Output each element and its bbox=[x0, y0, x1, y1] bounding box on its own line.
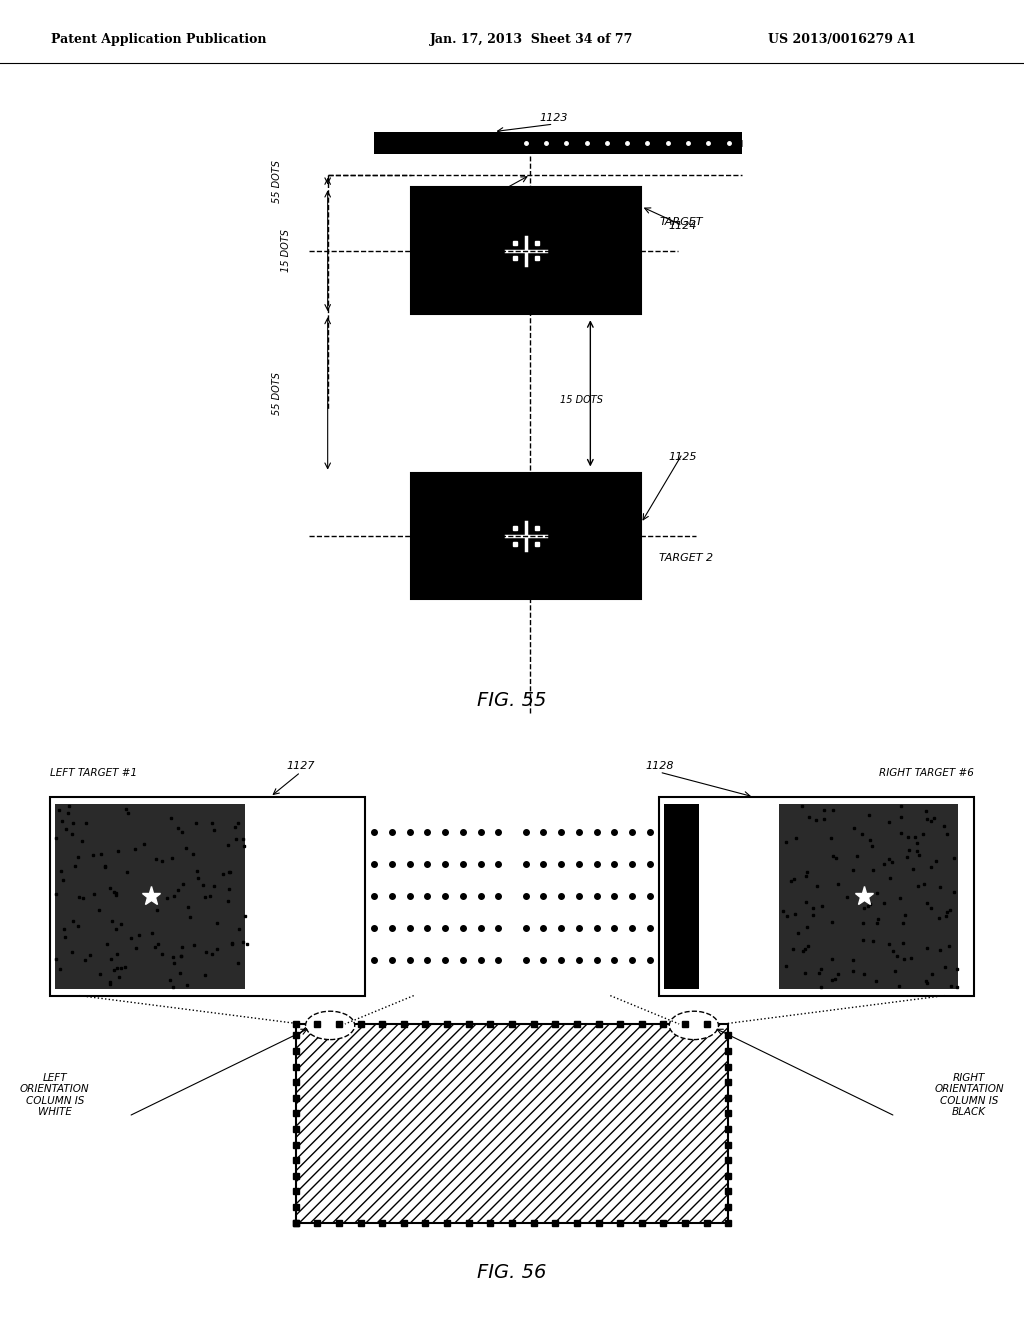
Bar bbox=[659, 797, 974, 995]
Text: RIGHT TARGET #6: RIGHT TARGET #6 bbox=[880, 768, 974, 777]
Text: TARGET 2: TARGET 2 bbox=[659, 553, 714, 564]
Text: LEFT TARGET #1: LEFT TARGET #1 bbox=[50, 768, 137, 777]
Text: 1126: 1126 bbox=[471, 193, 499, 202]
Bar bbox=[55, 804, 250, 989]
Bar bbox=[245, 804, 280, 989]
Bar bbox=[411, 187, 641, 314]
Text: US 2013/0016279 A1: US 2013/0016279 A1 bbox=[768, 33, 915, 46]
Text: 1127: 1127 bbox=[287, 760, 315, 771]
Bar bbox=[665, 804, 698, 989]
Bar bbox=[411, 473, 641, 599]
Text: Patent Application Publication: Patent Application Publication bbox=[51, 33, 266, 46]
Ellipse shape bbox=[670, 1011, 719, 1040]
Text: 15 DOTS: 15 DOTS bbox=[282, 230, 291, 272]
Bar bbox=[779, 804, 958, 989]
Text: 1123: 1123 bbox=[540, 114, 568, 123]
Text: FIG. 56: FIG. 56 bbox=[477, 1263, 547, 1282]
Bar bbox=[748, 804, 779, 989]
Text: FIG. 55: FIG. 55 bbox=[477, 692, 547, 710]
Text: 55 DOTS: 55 DOTS bbox=[272, 160, 282, 202]
Text: 1125: 1125 bbox=[669, 451, 697, 462]
Text: Jan. 17, 2013  Sheet 34 of 77: Jan. 17, 2013 Sheet 34 of 77 bbox=[430, 33, 634, 46]
Text: 1128: 1128 bbox=[645, 760, 674, 771]
Bar bbox=[50, 797, 365, 995]
Text: TARGET: TARGET bbox=[659, 218, 702, 227]
Text: RIGHT
ORIENTATION
COLUMN IS
BLACK: RIGHT ORIENTATION COLUMN IS BLACK bbox=[934, 1073, 1004, 1117]
Text: LEFT
ORIENTATION
COLUMN IS
WHITE: LEFT ORIENTATION COLUMN IS WHITE bbox=[20, 1073, 90, 1117]
Bar bbox=[374, 132, 512, 154]
Text: 55 DOTS: 55 DOTS bbox=[272, 372, 282, 414]
Bar bbox=[512, 132, 742, 154]
Text: 15 DOTS: 15 DOTS bbox=[560, 395, 602, 405]
Text: 1124: 1124 bbox=[669, 220, 697, 231]
Bar bbox=[296, 1024, 728, 1222]
Ellipse shape bbox=[305, 1011, 354, 1040]
